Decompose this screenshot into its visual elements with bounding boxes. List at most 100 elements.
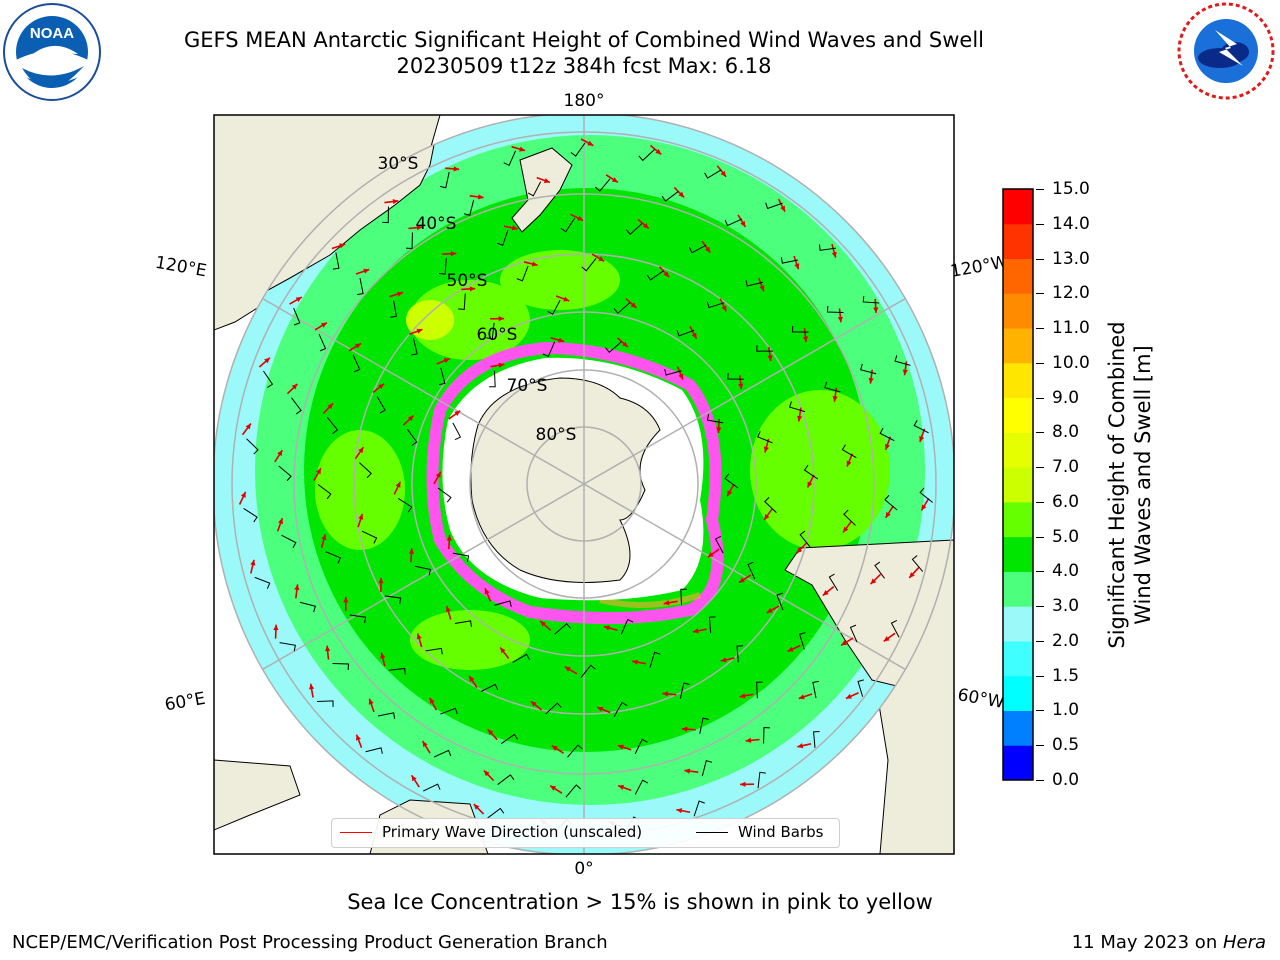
wave-arrow-head [740,220,746,227]
wind-barb [706,301,725,309]
wind-barb [757,771,766,789]
wave-arrow-head [787,646,794,652]
wave-arrow-head [763,446,769,453]
wave-arrow-head [429,697,435,704]
wave-arrow-head [759,285,765,292]
wave-arrow-head [870,578,877,585]
wind-barb [293,307,301,326]
wind-barb [440,707,458,715]
wave-arrow-head [921,504,927,511]
wave-arrow-head [339,243,346,249]
wave-arrow-head [597,706,604,712]
colorbar-tick-mark [1036,432,1044,434]
wave-arrow-head [469,675,475,682]
wave-arrow-head [378,577,384,584]
colorbar-tick-label: 0.0 [1052,770,1080,790]
wave-arrow-head [846,460,852,467]
wave-arrow-head [408,548,415,554]
colorbar-bin [1003,536,1033,572]
wave-arrow-head [531,261,538,267]
wave-arrow-head [740,781,746,787]
wave-arrow-head [796,547,803,554]
wave-arrow-head [704,246,711,253]
wind-barb [727,372,744,380]
wave-arrow-head [273,624,279,631]
colorbar-tick-mark [1036,223,1044,225]
wave-arrow-head [309,683,315,690]
wind-barb [357,277,364,296]
wave-arrow-head [277,450,283,457]
wave-arrow-head [738,383,744,390]
wave-arrow-head [807,481,813,488]
wave-arrow-head [738,577,745,583]
wave-arrow-head [358,447,364,454]
colorbar-tick-label: 2.0 [1052,630,1080,651]
wind-barb [813,731,820,748]
colorbar-bin [1003,675,1033,711]
wind-barb [291,397,302,415]
wind-barb [438,367,446,386]
colorbar-tick-label: 6.0 [1052,491,1080,512]
wind-barb [634,738,648,755]
wind-barb [411,338,418,356]
wind-barb [736,645,744,663]
wave-arrow-head [519,146,526,152]
wave-arrow-head [841,640,848,646]
wave-arrow-head [837,316,843,323]
wave-arrow-head [691,332,697,339]
wind-barb [757,431,773,444]
colorbar-tick-mark [1036,189,1044,190]
wave-arrow-head [378,383,385,390]
wind-barb [254,576,271,589]
wind-barb [494,600,512,607]
wind-barb [708,616,716,634]
lat-label-30s: 30°S [378,154,419,174]
wind-barb [414,565,432,576]
wind-barb [332,663,350,671]
colorbar-tick-label: 14.0 [1052,213,1090,234]
legend-item-primary-wave: Primary Wave Direction (unscaled) [340,823,642,841]
wave-arrow-head [397,291,403,297]
wind-barb [756,681,763,699]
wind-barb [527,181,542,197]
wave-arrow-head [909,572,915,578]
wind-barb [706,414,724,424]
wave-arrow-head [355,343,362,349]
colorbar-tick-mark [1036,536,1044,538]
wave-arrow-head [822,590,829,596]
wave-arrow-head [483,770,490,777]
wave-arrow-head [563,296,570,302]
wave-arrow-head [611,177,618,183]
legend-swatch-barb [696,832,728,833]
wind-barb [365,747,383,754]
chart-subtitle: 20230509 t12z 384h fcst Max: 6.18 [396,54,772,78]
wave-arrow-head [315,468,321,475]
wave-arrow-head [617,744,624,750]
colorbar-tick-label: 7.0 [1052,457,1080,478]
colorbar-bin [1003,606,1033,642]
colorbar-tick-mark [1036,397,1044,399]
wind-barb [676,329,695,337]
wind-barb [780,257,799,264]
colorbar-bin [1003,501,1033,538]
colorbar-tick-label: 13.0 [1052,248,1090,269]
wind-barb [500,733,519,745]
wind-barb [803,464,819,480]
wind-barb [646,270,664,281]
wave-arrow-head [477,194,484,200]
wave-arrow-head [416,633,422,640]
wave-arrow-head [684,768,691,774]
lon-label-180: 180° [564,91,605,111]
wind-barb [349,614,367,624]
wave-arrow-head [598,256,605,262]
wind-barb [425,647,443,655]
wind-barb [384,595,402,605]
date-prefix: 11 May 2023 on [1071,932,1223,953]
wave-arrow-head [678,191,685,198]
wave-arrow-head [511,225,518,231]
wind-barb [263,370,274,388]
wind-barb [661,191,679,202]
wave-arrow-head [422,741,428,748]
wave-arrow-head [766,607,773,613]
wind-barb [714,535,724,554]
